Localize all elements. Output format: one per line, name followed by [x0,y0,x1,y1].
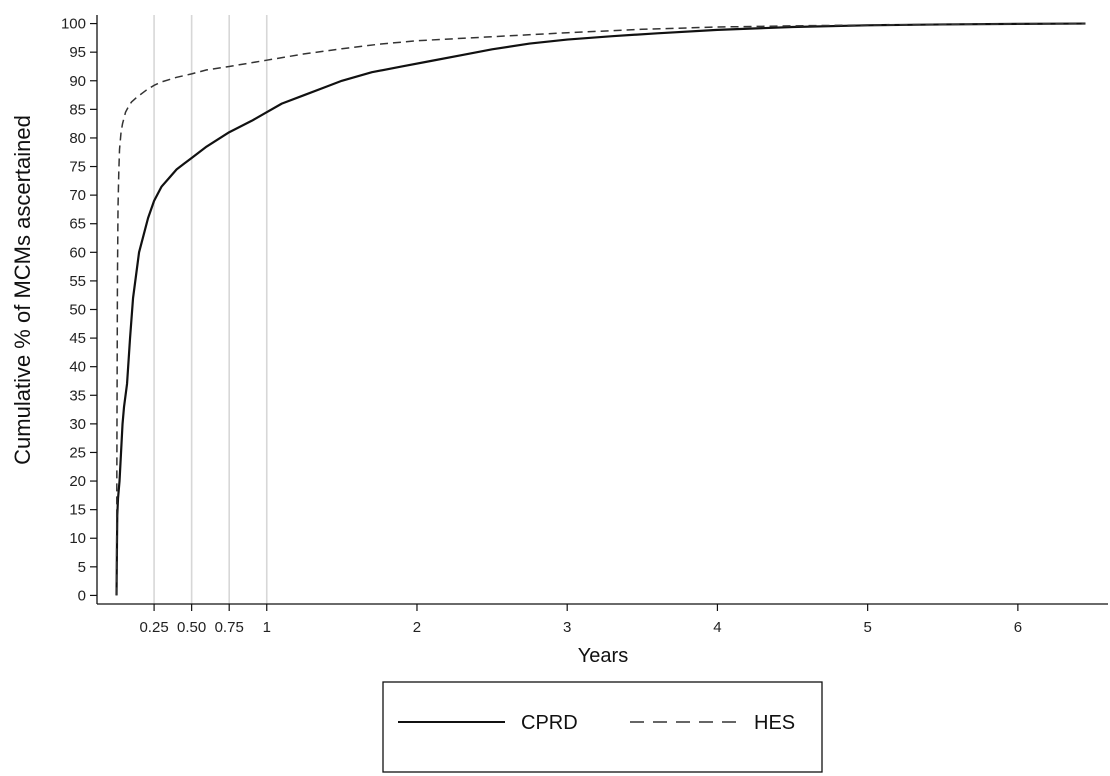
y-tick-label: 25 [69,444,86,461]
y-tick-label: 0 [78,587,86,604]
y-tick-label: 40 [69,359,86,376]
series-line-cprd [115,22,1086,596]
x-axis-title: Years [578,645,628,667]
x-tick-label: 0.75 [215,619,244,636]
y-tick-label: 35 [69,387,86,404]
legend-label-hes: HES [754,712,795,734]
legend-box [382,681,823,773]
legend-label-cprd: CPRD [521,712,578,734]
y-tick-label: 20 [69,473,86,490]
x-tick-label: 0.50 [177,619,206,636]
y-tick-label: 15 [69,502,86,519]
y-tick-label: 60 [69,244,86,261]
y-tick-label: 10 [69,530,86,547]
x-tick-label: 4 [713,619,721,636]
y-tick-label: 65 [69,216,86,233]
series-line-hes [115,22,1086,596]
y-tick-label: 5 [78,559,86,576]
y-tick-label: 30 [69,416,86,433]
x-tick-label: 6 [1014,619,1022,636]
y-tick-label: 45 [69,330,86,347]
y-tick-label: 50 [69,302,86,319]
series-lines [115,22,1086,596]
x-tick-label: 0.25 [139,619,168,636]
y-axis-title: Cumulative % of MCMs ascertained [10,115,35,465]
y-tick-label: 55 [69,273,86,290]
axes [96,15,1108,605]
y-tick-label: 100 [61,16,86,33]
x-tick-label: 5 [863,619,871,636]
legend: CPRD HES [382,681,823,773]
y-tick-label: 75 [69,159,86,176]
y-tick-label: 90 [69,73,86,90]
reference-lines [153,15,268,604]
y-tick-label: 70 [69,187,86,204]
y-tick-label: 95 [69,44,86,61]
x-tick-label: 1 [263,619,271,636]
x-tick-label: 3 [563,619,571,636]
y-tick-label: 80 [69,130,86,147]
x-ticks: 0.25 0.50 0.75 1 2 3 4 5 6 [139,604,1022,636]
y-ticks: 0 5 10 15 20 25 30 35 40 45 50 55 60 65 70 75 80 85 90 95 10… [61,16,97,604]
y-tick-label: 85 [69,101,86,118]
x-tick-label: 2 [413,619,421,636]
